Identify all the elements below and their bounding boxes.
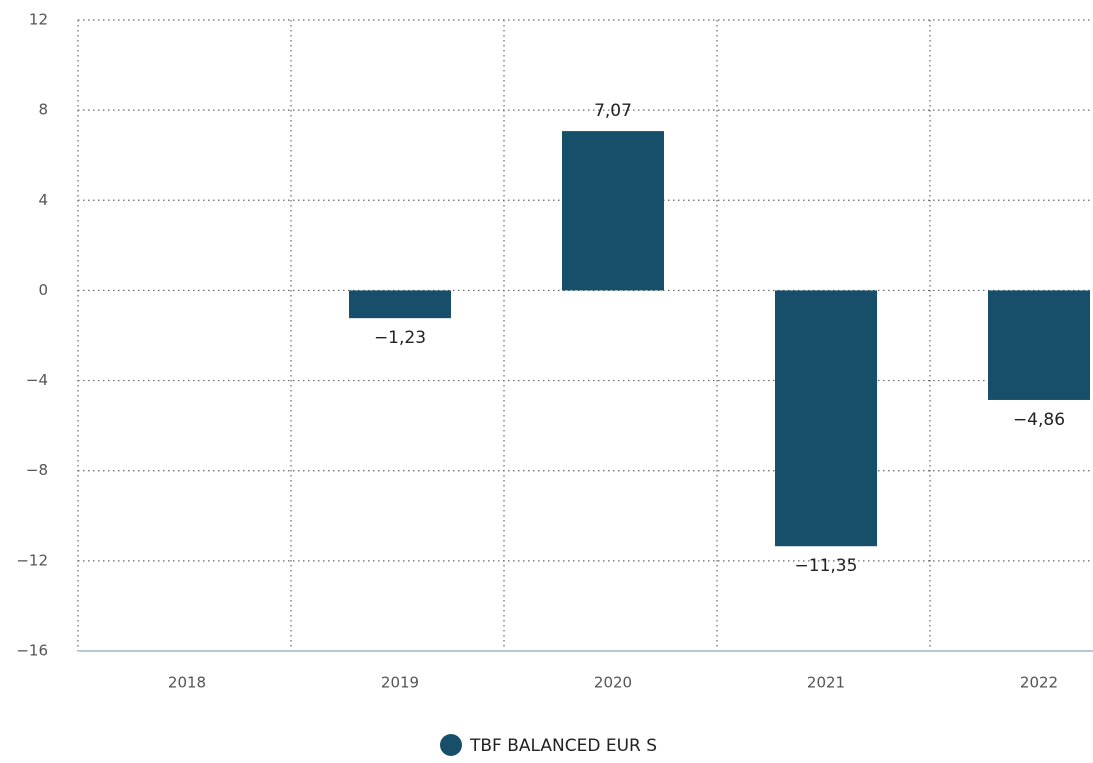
y-tick-label: −4 <box>26 371 48 389</box>
bar <box>775 290 877 547</box>
y-tick-label: 4 <box>38 191 48 209</box>
y-tick-label: −8 <box>26 461 48 479</box>
x-tick-label: 2019 <box>381 674 419 692</box>
value-label: −4,86 <box>1013 410 1065 430</box>
x-tick-label: 2021 <box>807 674 845 692</box>
y-tick-label: 12 <box>29 11 48 29</box>
legend-marker <box>440 734 462 756</box>
x-tick-label: 2020 <box>594 674 632 692</box>
y-tick-label: 0 <box>38 281 48 299</box>
bar <box>349 290 451 319</box>
y-tick-label: 8 <box>38 101 48 119</box>
y-tick-label: −16 <box>16 642 48 660</box>
value-label: −11,35 <box>795 556 858 576</box>
bar <box>988 290 1090 400</box>
value-label: 7,07 <box>594 101 632 121</box>
bar <box>562 131 664 291</box>
x-tick-label: 2022 <box>1020 674 1058 692</box>
y-tick-label: −12 <box>16 551 48 569</box>
value-label: −1,23 <box>374 328 426 348</box>
x-tick-label: 2018 <box>168 674 206 692</box>
legend-label: TBF BALANCED EUR S <box>469 736 657 756</box>
